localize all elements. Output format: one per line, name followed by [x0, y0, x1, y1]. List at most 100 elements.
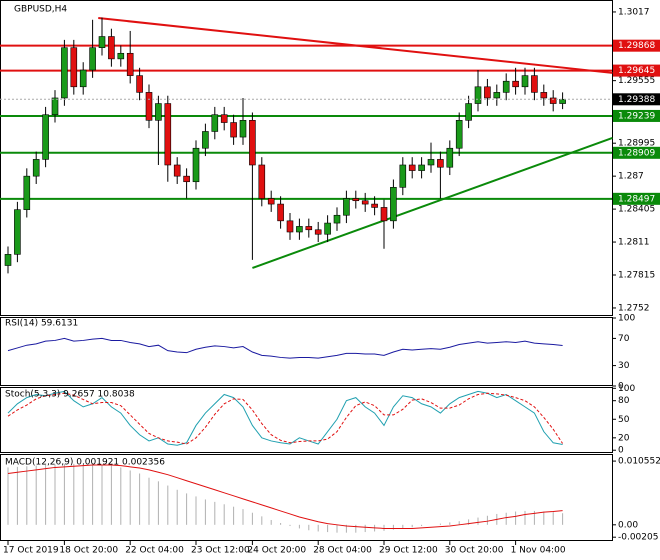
candle-body	[502, 80, 510, 93]
y-tick-label: 1.28405	[618, 205, 655, 215]
candle-body	[437, 159, 444, 168]
macd-bar	[139, 473, 141, 525]
candle-body	[267, 198, 275, 205]
y-tick-label: 80	[618, 396, 630, 406]
level-label: 1.29239	[618, 111, 655, 121]
chart-title: GBPUSD,H4	[14, 5, 67, 15]
candle-body	[371, 203, 378, 208]
last-price-box	[613, 93, 660, 106]
candle-body	[249, 120, 256, 166]
x-tick-label: 24 Oct 20:00	[247, 546, 306, 556]
candle-body	[324, 222, 331, 235]
stoch-title: Stoch(5,3,3) 9.2657 10.8038	[5, 390, 135, 400]
candle-body	[192, 147, 200, 183]
candle-body	[126, 52, 134, 76]
level-box	[613, 109, 660, 122]
candle-body	[202, 131, 209, 149]
stoch-signal-line	[7, 392, 564, 445]
candle-body	[164, 103, 172, 166]
macd-bar	[439, 523, 441, 525]
macd-bar	[355, 524, 357, 533]
macd-bar	[16, 466, 18, 525]
macd-bar	[110, 465, 112, 525]
candle-body	[108, 36, 115, 60]
candle-body	[484, 86, 491, 99]
y-tick-label: 0	[618, 382, 624, 392]
candle-body	[211, 114, 219, 132]
candle-body	[314, 229, 322, 235]
y-tick-label: 0.010552	[618, 457, 660, 467]
candle-body	[418, 164, 425, 171]
candle-body	[333, 214, 341, 224]
macd-title: MACD(12,26,9) 0.001921 0.002356	[5, 458, 165, 468]
macd-bar	[345, 524, 347, 533]
candle-body	[239, 120, 247, 138]
candle-body	[286, 220, 294, 233]
candle-body	[474, 86, 482, 104]
level-label: 1.28497	[618, 194, 655, 204]
macd-bar	[148, 477, 150, 525]
x-tick-label: 17 Oct 2019	[3, 546, 59, 556]
macd-bar	[195, 496, 197, 525]
x-tick-label: 30 Oct 20:00	[445, 546, 504, 556]
y-tick-label: 70	[618, 334, 630, 344]
main-frame	[0, 0, 613, 316]
candle-body	[230, 122, 237, 138]
macd-bar	[176, 489, 178, 525]
candle-body	[296, 226, 303, 233]
candle-body	[343, 198, 350, 216]
level-label: 1.29868	[618, 41, 655, 51]
y-tick-label: 1.287	[618, 172, 644, 182]
macd-bar	[449, 522, 451, 525]
candle-body	[465, 103, 472, 121]
candle-body	[408, 164, 416, 171]
macd-bar	[233, 506, 235, 525]
candle-body	[521, 75, 529, 88]
y-tick-label: 1.27815	[618, 271, 655, 281]
y-tick-label: 0.00	[618, 520, 638, 530]
level-box	[613, 146, 660, 159]
y-tick-label: 1.29555	[618, 76, 655, 86]
candle-body	[540, 92, 548, 99]
macd-bar	[157, 481, 159, 525]
macd-bar	[552, 512, 554, 525]
macd-bar	[167, 485, 169, 525]
candle-body	[4, 254, 12, 266]
macd-signal-line	[7, 464, 563, 529]
candle-body	[183, 175, 190, 183]
macd-bar	[458, 521, 460, 525]
candle-body	[51, 97, 59, 116]
macd-bar	[45, 465, 47, 525]
macd-bar	[204, 499, 206, 525]
candle-body	[98, 36, 106, 48]
macd-bar	[26, 466, 28, 525]
macd-bar	[54, 464, 56, 525]
macd-bar	[317, 524, 319, 532]
macd-bar	[214, 501, 216, 525]
macd-bar	[411, 524, 413, 528]
y-tick-label: 100	[618, 384, 635, 394]
stoch-frame	[0, 387, 613, 453]
level-box	[613, 64, 660, 77]
candle-body	[277, 203, 284, 222]
candle-body	[305, 226, 313, 231]
candle-body	[559, 99, 566, 104]
rsi-line	[7, 337, 563, 359]
y-tick-label: 50	[618, 415, 630, 425]
y-tick-label: 20	[618, 433, 630, 443]
candle-body	[361, 200, 369, 205]
macd-bar	[505, 512, 507, 525]
x-tick-label: 28 Oct 04:00	[313, 546, 372, 556]
candle-body	[70, 47, 78, 88]
candle-body	[136, 75, 143, 93]
y-tick-label: 1.2752	[618, 303, 650, 313]
y-tick-label: 100	[618, 314, 635, 324]
macd-bar	[515, 511, 517, 525]
macd-bar	[101, 465, 103, 525]
macd-bar	[186, 493, 188, 525]
level-label: 1.28909	[618, 148, 655, 158]
candle-body	[79, 69, 87, 88]
macd-bar	[364, 524, 366, 533]
y-tick-label: -0.00205	[618, 533, 658, 543]
macd-bar	[242, 509, 244, 525]
